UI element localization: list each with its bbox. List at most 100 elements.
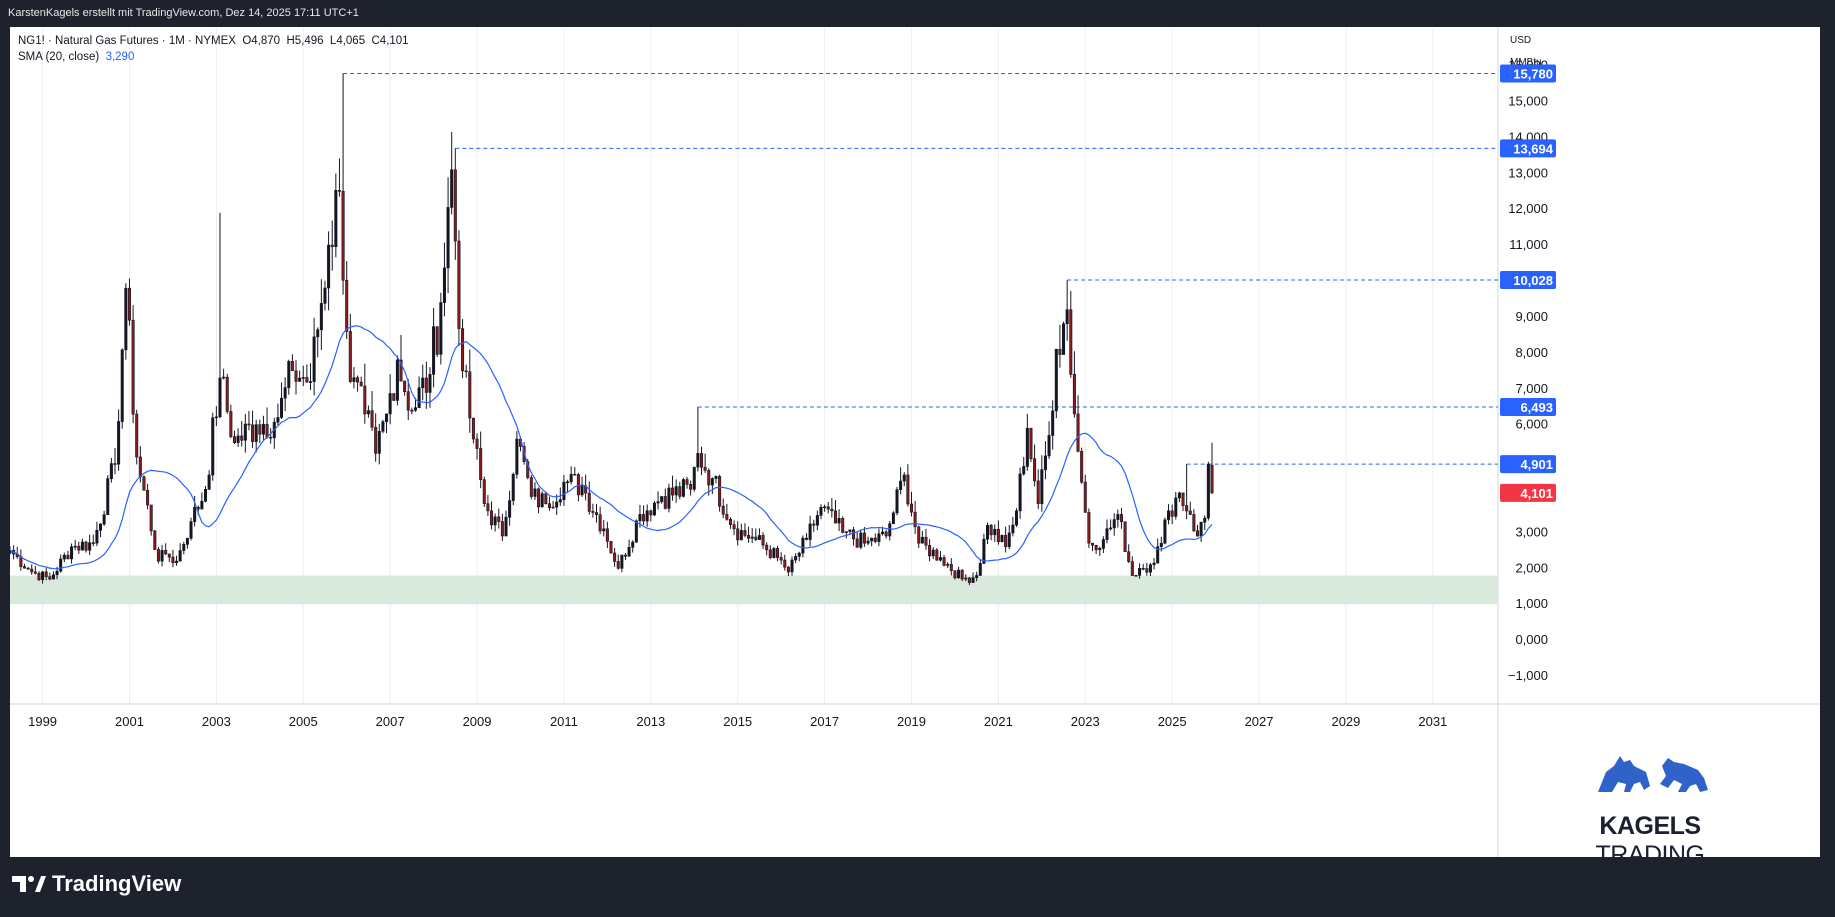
- chart-area[interactable]: −1,0000,0001,0002,0003,0004,0005,0006,00…: [10, 27, 1820, 869]
- candle-body: [258, 424, 262, 435]
- y-tick-label: 6,000: [1515, 417, 1548, 432]
- candle-body: [739, 530, 743, 541]
- unit-label: MMBtu: [1510, 57, 1542, 68]
- tradingview-logo[interactable]: TradingView: [12, 871, 181, 897]
- candle-body: [269, 436, 273, 439]
- candle-body: [500, 521, 504, 537]
- candle-body: [877, 533, 881, 542]
- candle-body: [899, 480, 903, 490]
- x-tick-label: 2015: [723, 714, 752, 729]
- candle-body: [638, 514, 642, 522]
- y-tick-label: 15,000: [1508, 93, 1548, 108]
- candle-body: [62, 554, 66, 560]
- candle-body: [935, 549, 939, 561]
- candle-body: [656, 501, 660, 504]
- candle-body: [866, 540, 870, 544]
- candle-body: [211, 417, 215, 476]
- candle-body: [1130, 561, 1134, 576]
- candle-body: [124, 287, 128, 351]
- candle-body: [363, 385, 367, 415]
- x-tick-label: 2021: [984, 714, 1013, 729]
- candle-body: [374, 426, 378, 454]
- candle-body: [41, 571, 45, 581]
- candle-body: [634, 520, 638, 543]
- last-price-tag-label: 4,101: [1520, 486, 1553, 501]
- candle-body: [946, 564, 950, 566]
- y-tick-label: −1,000: [1508, 668, 1548, 683]
- candle-body: [928, 545, 932, 557]
- candle-body: [996, 528, 1000, 543]
- candle-body: [222, 376, 226, 379]
- candle-body: [287, 361, 291, 388]
- candle-body: [254, 424, 258, 442]
- candle-body: [652, 502, 656, 516]
- candle-body: [649, 510, 653, 516]
- candle-body: [341, 190, 345, 281]
- candle-body: [696, 453, 700, 468]
- level-tag-label: 10,028: [1513, 273, 1553, 288]
- candle-body: [453, 169, 457, 242]
- time-axis[interactable]: 1999 2001 2003 2005 2007 2009 2011 2013 2015 2017…: [28, 714, 1447, 729]
- candle-body: [975, 575, 979, 578]
- candle-body: [1109, 527, 1113, 530]
- candle-body: [1000, 534, 1004, 543]
- candle-body: [1054, 348, 1058, 412]
- candle-body: [728, 518, 732, 525]
- candle-body: [598, 514, 602, 532]
- candle-body: [1134, 574, 1138, 577]
- candle-body: [424, 377, 428, 393]
- candle-body: [240, 435, 244, 441]
- candle-body: [1148, 564, 1152, 573]
- attribution-bar: KarstenKagels erstellt mit TradingView.c…: [0, 0, 1835, 27]
- candle-body: [964, 577, 968, 580]
- candle-body: [540, 493, 544, 508]
- candle-body: [772, 548, 776, 558]
- price-chart[interactable]: −1,0000,0001,0002,0003,0004,0005,0006,00…: [10, 27, 1820, 857]
- candle-body: [193, 507, 197, 522]
- candle-body: [1123, 521, 1127, 553]
- candle-body: [776, 548, 780, 558]
- candle-body: [555, 501, 559, 508]
- y-tick-label: 9,000: [1515, 309, 1548, 324]
- candle-body: [913, 511, 917, 528]
- candle-body: [747, 535, 751, 539]
- candle-body: [993, 528, 997, 536]
- x-tick-label: 2027: [1245, 714, 1274, 729]
- candle-body: [261, 423, 265, 435]
- candle-body: [428, 374, 432, 393]
- candle-body: [280, 397, 284, 418]
- candle-body: [109, 463, 113, 479]
- candle-body: [1167, 510, 1171, 521]
- candle-body: [131, 319, 135, 415]
- candle-body: [1029, 427, 1033, 459]
- candle-body: [471, 417, 475, 440]
- candle-body: [526, 461, 530, 478]
- candle-body: [450, 169, 454, 208]
- candle-body: [674, 486, 678, 496]
- candle-body: [171, 556, 175, 563]
- candle-body: [493, 516, 497, 526]
- candle-body: [178, 550, 182, 562]
- candle-body: [884, 531, 888, 537]
- candle-body: [754, 536, 758, 540]
- candle-body: [1047, 435, 1051, 457]
- candle-body: [671, 487, 675, 496]
- candle-body: [685, 479, 689, 485]
- candle-body: [446, 207, 450, 269]
- symbol-legend-row: NG1! · Natural Gas Futures · 1M · NYMEX …: [18, 33, 409, 49]
- candle-body: [797, 552, 801, 557]
- candle-body: [243, 423, 247, 441]
- candle-body: [142, 476, 146, 491]
- candle-body: [1083, 481, 1087, 513]
- candle-body: [1116, 514, 1120, 520]
- candle-body: [203, 489, 208, 502]
- price-axis[interactable]: −1,0000,0001,0002,0003,0004,0005,0006,00…: [1508, 35, 1548, 683]
- candle-body: [167, 553, 171, 558]
- candle-body: [312, 336, 316, 382]
- candle-body: [457, 240, 461, 329]
- candle-body: [642, 514, 646, 522]
- candle-body: [290, 361, 294, 372]
- candle-body: [232, 436, 236, 443]
- candle-body: [366, 410, 370, 415]
- candle-body: [73, 545, 77, 548]
